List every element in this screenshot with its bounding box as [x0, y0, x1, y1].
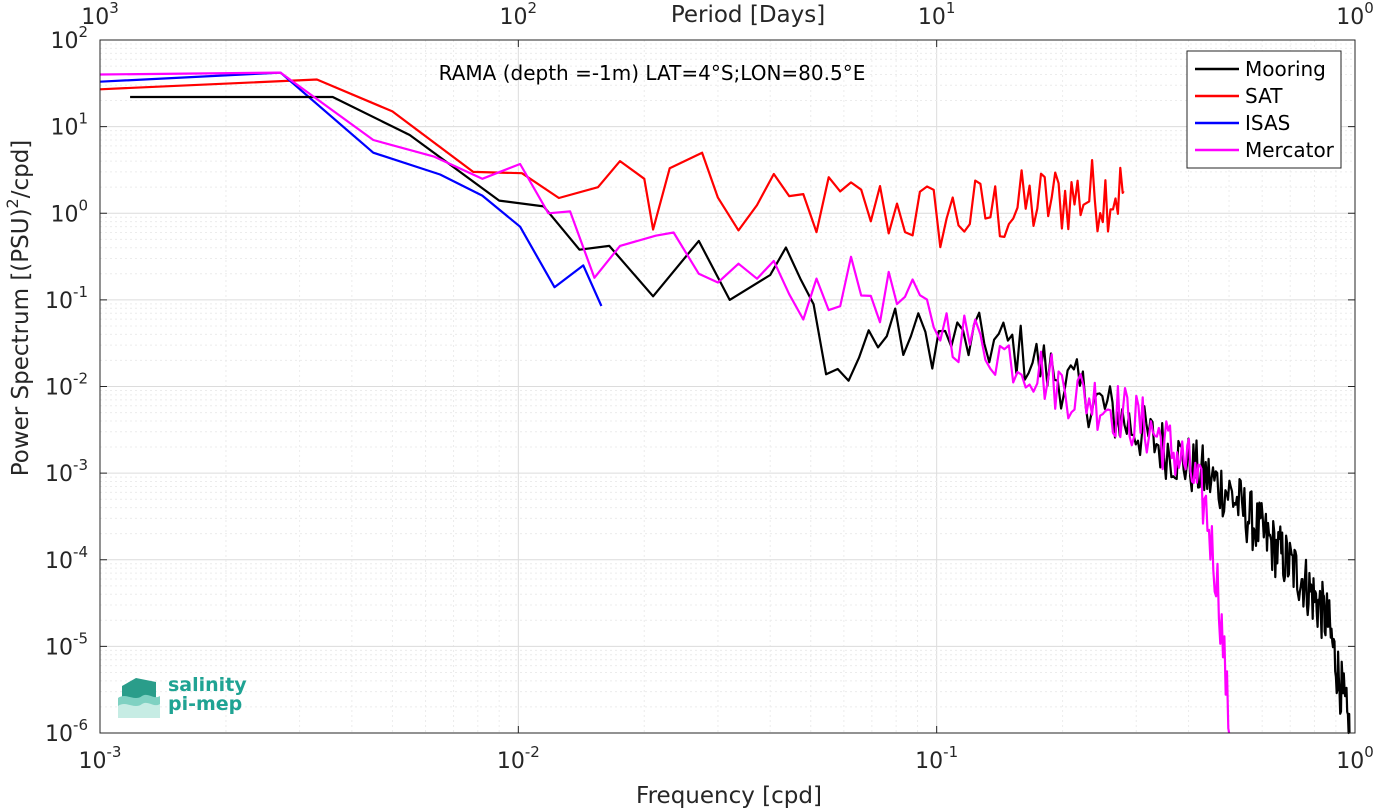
y-axis-title: Power Spectrum [(PSU)2/cpd]: [3, 140, 34, 477]
series-line-mercator: [99, 71, 1231, 734]
legend-label: Mooring: [1245, 57, 1326, 81]
series-line-mooring: [130, 95, 1351, 735]
x-tick-label: 10-2: [497, 743, 540, 774]
logo-line-2: pi-mep: [168, 693, 243, 715]
y-tick-label: 10-5: [45, 629, 88, 660]
x-tick-label: 10-3: [79, 743, 122, 774]
top-tick-label: 100: [1336, 0, 1374, 30]
top-axis-title: Period [Days]: [671, 2, 825, 28]
logo-line-1: salinity: [168, 674, 247, 696]
top-tick-label: 103: [81, 0, 119, 30]
legend: Mooring SAT ISAS Mercator: [1186, 50, 1342, 169]
logo-waves-icon: [118, 678, 160, 718]
y-tick-label: 10-6: [45, 716, 88, 747]
y-tick-label: 10-4: [45, 543, 88, 574]
x-tick-label: 100: [1336, 743, 1374, 774]
y-tick-label: 100: [50, 196, 88, 227]
series-line-isas: [99, 71, 603, 307]
y-tick-label: 10-2: [45, 370, 88, 401]
y-tick-label: 101: [50, 110, 88, 141]
top-tick-label: 102: [500, 0, 538, 30]
legend-box: [1186, 50, 1342, 169]
series-line-sat: [99, 78, 1125, 249]
legend-label: ISAS: [1245, 111, 1290, 135]
legend-label: SAT: [1245, 84, 1283, 108]
top-tick-label: 101: [918, 0, 956, 30]
x-tick-label: 10-1: [915, 743, 958, 774]
legend-label: Mercator: [1245, 138, 1335, 162]
y-tick-label: 10-3: [45, 456, 88, 487]
salinity-pi-mep-logo: salinity pi-mep: [116, 670, 256, 720]
y-tick-label: 102: [50, 23, 88, 54]
chart-annotation: RAMA (depth =-1m) LAT=4°S;LON=80.5°E: [439, 61, 866, 85]
grid: [100, 40, 1355, 733]
y-tick-label: 10-1: [45, 283, 88, 314]
x-axis-title: Frequency [cpd]: [636, 783, 822, 809]
series-layer: [99, 71, 1351, 735]
